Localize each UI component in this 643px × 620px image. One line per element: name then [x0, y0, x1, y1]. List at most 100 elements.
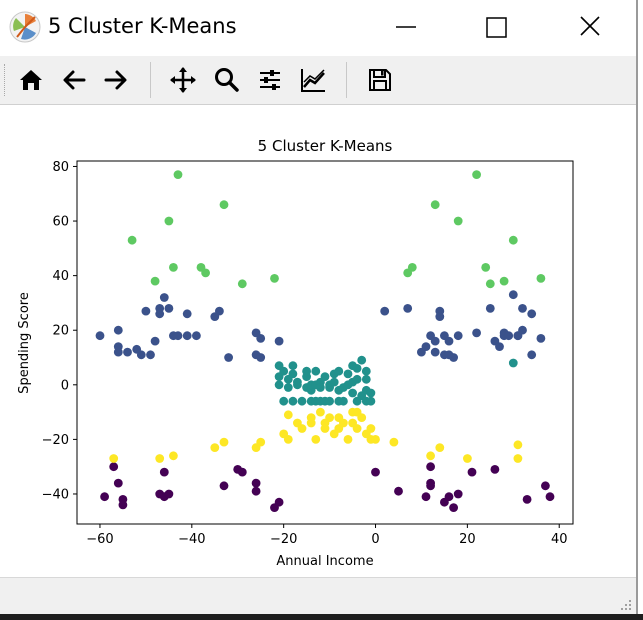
scatter-point-cluster-3 [270, 274, 279, 283]
title-bar[interactable]: 5 Cluster K-Means [0, 0, 636, 56]
resize-grip-icon[interactable] [620, 599, 632, 611]
back-button[interactable] [59, 65, 89, 95]
arrow-right-icon [104, 70, 127, 90]
status-bar [0, 577, 636, 615]
scatter-point-cluster-3 [472, 170, 481, 179]
scatter-point-cluster-0 [545, 492, 555, 502]
scatter-point-cluster-1 [150, 336, 160, 346]
pan-button[interactable] [168, 65, 198, 95]
scatter-point-cluster-1 [518, 304, 527, 313]
scatter-point-cluster-1 [123, 347, 132, 357]
scatter-point-cluster-2 [279, 396, 289, 406]
scatter-point-cluster-2 [279, 366, 289, 376]
scatter-point-cluster-1 [192, 331, 201, 341]
scatter-point-cluster-3 [536, 274, 546, 283]
toolbar-grip[interactable] [4, 64, 7, 96]
edit-axis-button[interactable] [298, 65, 328, 95]
scatter-point-cluster-0 [449, 503, 458, 512]
minimize-icon [396, 26, 416, 28]
scatter-point-cluster-4 [325, 413, 334, 422]
chart-title: 5 Cluster K-Means [258, 137, 393, 155]
toolbar-separator [346, 62, 347, 98]
save-button[interactable] [365, 65, 395, 95]
scatter-point-cluster-1 [421, 342, 431, 351]
maximize-button[interactable] [474, 10, 518, 44]
minimize-button[interactable] [384, 10, 428, 44]
scatter-point-cluster-1 [146, 350, 155, 360]
scatter-point-cluster-3 [499, 276, 509, 286]
home-button[interactable] [16, 65, 46, 95]
close-icon [580, 16, 600, 36]
scatter-point-cluster-1 [430, 336, 440, 346]
scatter-point-cluster-2 [361, 374, 371, 384]
sliders-icon [260, 70, 280, 90]
close-button[interactable] [568, 10, 612, 44]
scatter-point-cluster-3 [164, 216, 174, 226]
scatter-point-cluster-4 [297, 424, 307, 433]
x-tick-label: −40 [178, 532, 205, 547]
configure-subplots-button[interactable] [255, 65, 285, 95]
scatter-points [95, 170, 555, 512]
scatter-point-cluster-2 [288, 396, 298, 406]
scatter-point-cluster-2 [320, 372, 330, 381]
scatter-point-cluster-3 [169, 263, 178, 272]
scatter-point-cluster-0 [109, 462, 119, 472]
scatter-point-cluster-2 [311, 366, 321, 376]
scatter-point-cluster-1 [113, 347, 123, 357]
scatter-point-cluster-0 [251, 478, 261, 488]
scatter-point-cluster-2 [352, 374, 362, 384]
scatter-point-cluster-2 [366, 396, 376, 406]
scatter-point-cluster-1 [173, 331, 183, 341]
scatter-point-cluster-1 [113, 325, 123, 335]
scatter-point-cluster-1 [527, 350, 537, 360]
toolbar-separator [150, 62, 151, 98]
scatter-point-cluster-2 [288, 369, 298, 379]
scatter-point-cluster-2 [288, 361, 298, 371]
y-tick-label: 80 [52, 160, 69, 175]
zoom-button[interactable] [212, 65, 242, 95]
scatter-point-cluster-3 [481, 263, 491, 272]
scatter-point-cluster-0 [453, 489, 463, 499]
scatter-point-cluster-2 [357, 355, 367, 365]
scatter-point-cluster-4 [169, 451, 178, 461]
scatter-point-cluster-1 [504, 331, 514, 341]
y-tick-label: 40 [52, 269, 69, 284]
home-icon [20, 70, 42, 90]
scatter-point-cluster-1 [472, 328, 481, 338]
move-icon [170, 67, 196, 93]
scatter-point-cluster-0 [421, 492, 431, 502]
scatter-point-cluster-4 [109, 454, 119, 463]
scatter-point-cluster-4 [352, 424, 362, 433]
scatter-point-cluster-4 [357, 413, 367, 422]
plot-area [76, 160, 574, 525]
scatter-point-cluster-1 [224, 353, 234, 362]
scatter-point-cluster-1 [256, 334, 266, 343]
scatter-point-cluster-3 [430, 200, 440, 210]
scatter-point-cluster-1 [136, 350, 146, 360]
scatter-point-cluster-4 [426, 451, 435, 461]
scatter-point-cluster-3 [219, 200, 229, 210]
scatter-point-cluster-1 [536, 334, 546, 343]
y-tick-label: 20 [52, 324, 69, 339]
x-tick-label: 20 [459, 532, 476, 547]
figure-canvas[interactable]: 5 Cluster K-Means Annual Income Spending… [0, 105, 636, 576]
scatter-chart: 5 Cluster K-Means Annual Income Spending… [17, 137, 574, 569]
scatter-point-cluster-4 [316, 407, 325, 417]
scatter-point-cluster-0 [444, 492, 454, 502]
arrow-left-icon [63, 70, 86, 90]
x-axis-label: Annual Income [276, 554, 373, 569]
scatter-point-cluster-0 [113, 478, 123, 488]
scatter-point-cluster-4 [435, 443, 445, 452]
scatter-point-cluster-2 [352, 364, 362, 373]
x-axis-ticks: −60 −40 −20 0 20 40 [86, 524, 567, 547]
scatter-point-cluster-4 [320, 424, 330, 433]
scatter-point-cluster-4 [366, 424, 376, 433]
x-tick-label: −20 [270, 532, 297, 547]
scatter-point-cluster-4 [513, 454, 523, 463]
scatter-point-cluster-1 [380, 306, 390, 316]
chart-line-icon [301, 69, 325, 92]
scatter-point-cluster-1 [141, 306, 151, 316]
forward-button[interactable] [101, 65, 131, 95]
y-axis-label: Spending Score [17, 292, 32, 394]
x-tick-label: −60 [86, 532, 113, 547]
